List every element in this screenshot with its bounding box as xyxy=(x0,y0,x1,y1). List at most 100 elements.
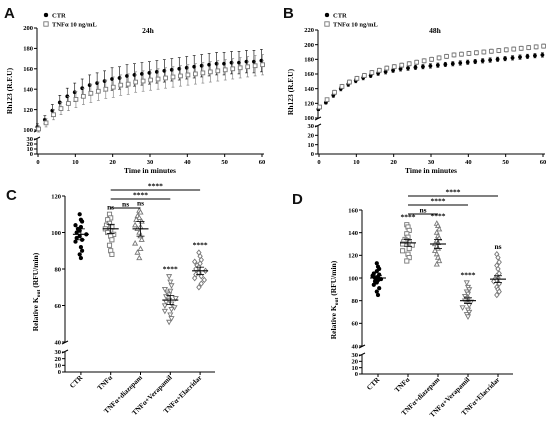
data-point xyxy=(78,244,84,250)
bracket-label: ns xyxy=(419,206,426,215)
data-point xyxy=(495,265,501,273)
x-tick-label: 20 xyxy=(109,159,116,166)
data-point xyxy=(488,48,494,54)
data-point xyxy=(66,101,71,106)
timepoint-annotation: 48h xyxy=(429,26,442,35)
panel-letter-b: B xyxy=(283,5,294,22)
category-label: TNFα xyxy=(96,374,114,392)
x-tick-label: 20 xyxy=(390,159,397,166)
y-tick-label: 100 xyxy=(348,275,358,282)
data-point xyxy=(178,73,183,79)
data-point xyxy=(192,258,198,265)
data-point xyxy=(459,305,466,311)
data-point xyxy=(428,63,433,68)
bracket-label: **** xyxy=(133,191,148,200)
data-point xyxy=(431,247,439,253)
group-1: ns xyxy=(102,202,119,257)
data-point xyxy=(503,56,508,61)
data-point xyxy=(79,219,85,224)
data-point xyxy=(444,54,449,59)
data-point xyxy=(215,68,221,74)
data-point xyxy=(511,46,517,52)
significance-label: **** xyxy=(193,241,208,250)
data-point xyxy=(36,126,41,132)
data-point xyxy=(503,47,509,53)
data-point xyxy=(481,49,487,55)
data-point xyxy=(371,282,376,287)
y-axis-label: Rh123 (R.F.U) xyxy=(286,68,295,115)
data-point xyxy=(136,214,143,221)
data-point xyxy=(406,66,410,71)
y-tick-label: 120 xyxy=(304,101,314,108)
data-point xyxy=(201,276,207,284)
y-tick-label: 140 xyxy=(348,230,358,237)
y-axis-label: Rh123 (R.F.U) xyxy=(5,67,14,114)
data-point xyxy=(167,312,174,319)
data-point xyxy=(369,70,375,75)
y-tick-label: 140 xyxy=(304,86,314,93)
data-point xyxy=(400,241,406,247)
legend-marker xyxy=(43,12,49,18)
data-point xyxy=(406,61,412,67)
data-point xyxy=(166,319,173,326)
y-tick-label: 0 xyxy=(355,371,358,378)
significance-label: **** xyxy=(431,212,446,221)
data-point xyxy=(185,72,191,78)
data-point xyxy=(496,258,502,266)
x-tick-label: 60 xyxy=(259,159,266,166)
data-point xyxy=(495,254,501,261)
y-tick-label: 30 xyxy=(27,136,34,143)
y-tick-label: 20 xyxy=(352,359,359,366)
data-point xyxy=(77,212,82,217)
data-point xyxy=(172,296,179,302)
data-point xyxy=(433,260,440,267)
data-point xyxy=(510,55,515,60)
data-point xyxy=(133,79,139,85)
data-point xyxy=(168,307,175,313)
data-point xyxy=(339,84,345,89)
data-point xyxy=(161,303,168,309)
panel-letter-c: C xyxy=(6,187,17,204)
x-tick-label: 10 xyxy=(353,159,360,166)
data-point xyxy=(95,88,101,94)
data-point xyxy=(105,229,111,236)
data-point xyxy=(391,64,397,70)
y-tick-label: 120 xyxy=(348,253,358,260)
data-point xyxy=(199,63,204,68)
data-point xyxy=(138,236,145,242)
data-point xyxy=(317,104,322,110)
data-point xyxy=(466,51,472,56)
data-point xyxy=(436,257,443,264)
panel-letter-a: A xyxy=(4,5,15,22)
bracket-label: **** xyxy=(431,197,446,206)
data-point xyxy=(125,73,129,78)
y-tick-label: 10 xyxy=(308,142,315,149)
data-point xyxy=(496,48,502,53)
data-point xyxy=(133,216,140,222)
y-tick-label: 10 xyxy=(27,146,34,153)
group-2: ns xyxy=(132,199,149,261)
y-tick-label: 40 xyxy=(55,339,62,346)
data-point xyxy=(473,59,478,64)
data-point xyxy=(168,283,175,289)
y-tick-label: 20 xyxy=(27,141,34,148)
data-point xyxy=(109,237,115,243)
data-point xyxy=(237,60,241,65)
data-point xyxy=(81,93,86,99)
panel-letter-d: D xyxy=(292,191,303,208)
data-point xyxy=(222,67,228,73)
series-1: TNFα 10 ng/mL xyxy=(36,21,265,133)
group-3: **** xyxy=(161,264,179,326)
data-point xyxy=(494,291,500,299)
data-point xyxy=(354,76,360,81)
data-point xyxy=(140,78,146,84)
data-point xyxy=(245,64,251,70)
data-point xyxy=(533,44,539,50)
data-point xyxy=(429,56,434,62)
legend-label: CTR xyxy=(333,12,347,19)
data-point xyxy=(132,72,137,77)
data-point xyxy=(436,225,443,232)
x-tick-label: 40 xyxy=(465,159,472,166)
data-point xyxy=(161,286,168,293)
